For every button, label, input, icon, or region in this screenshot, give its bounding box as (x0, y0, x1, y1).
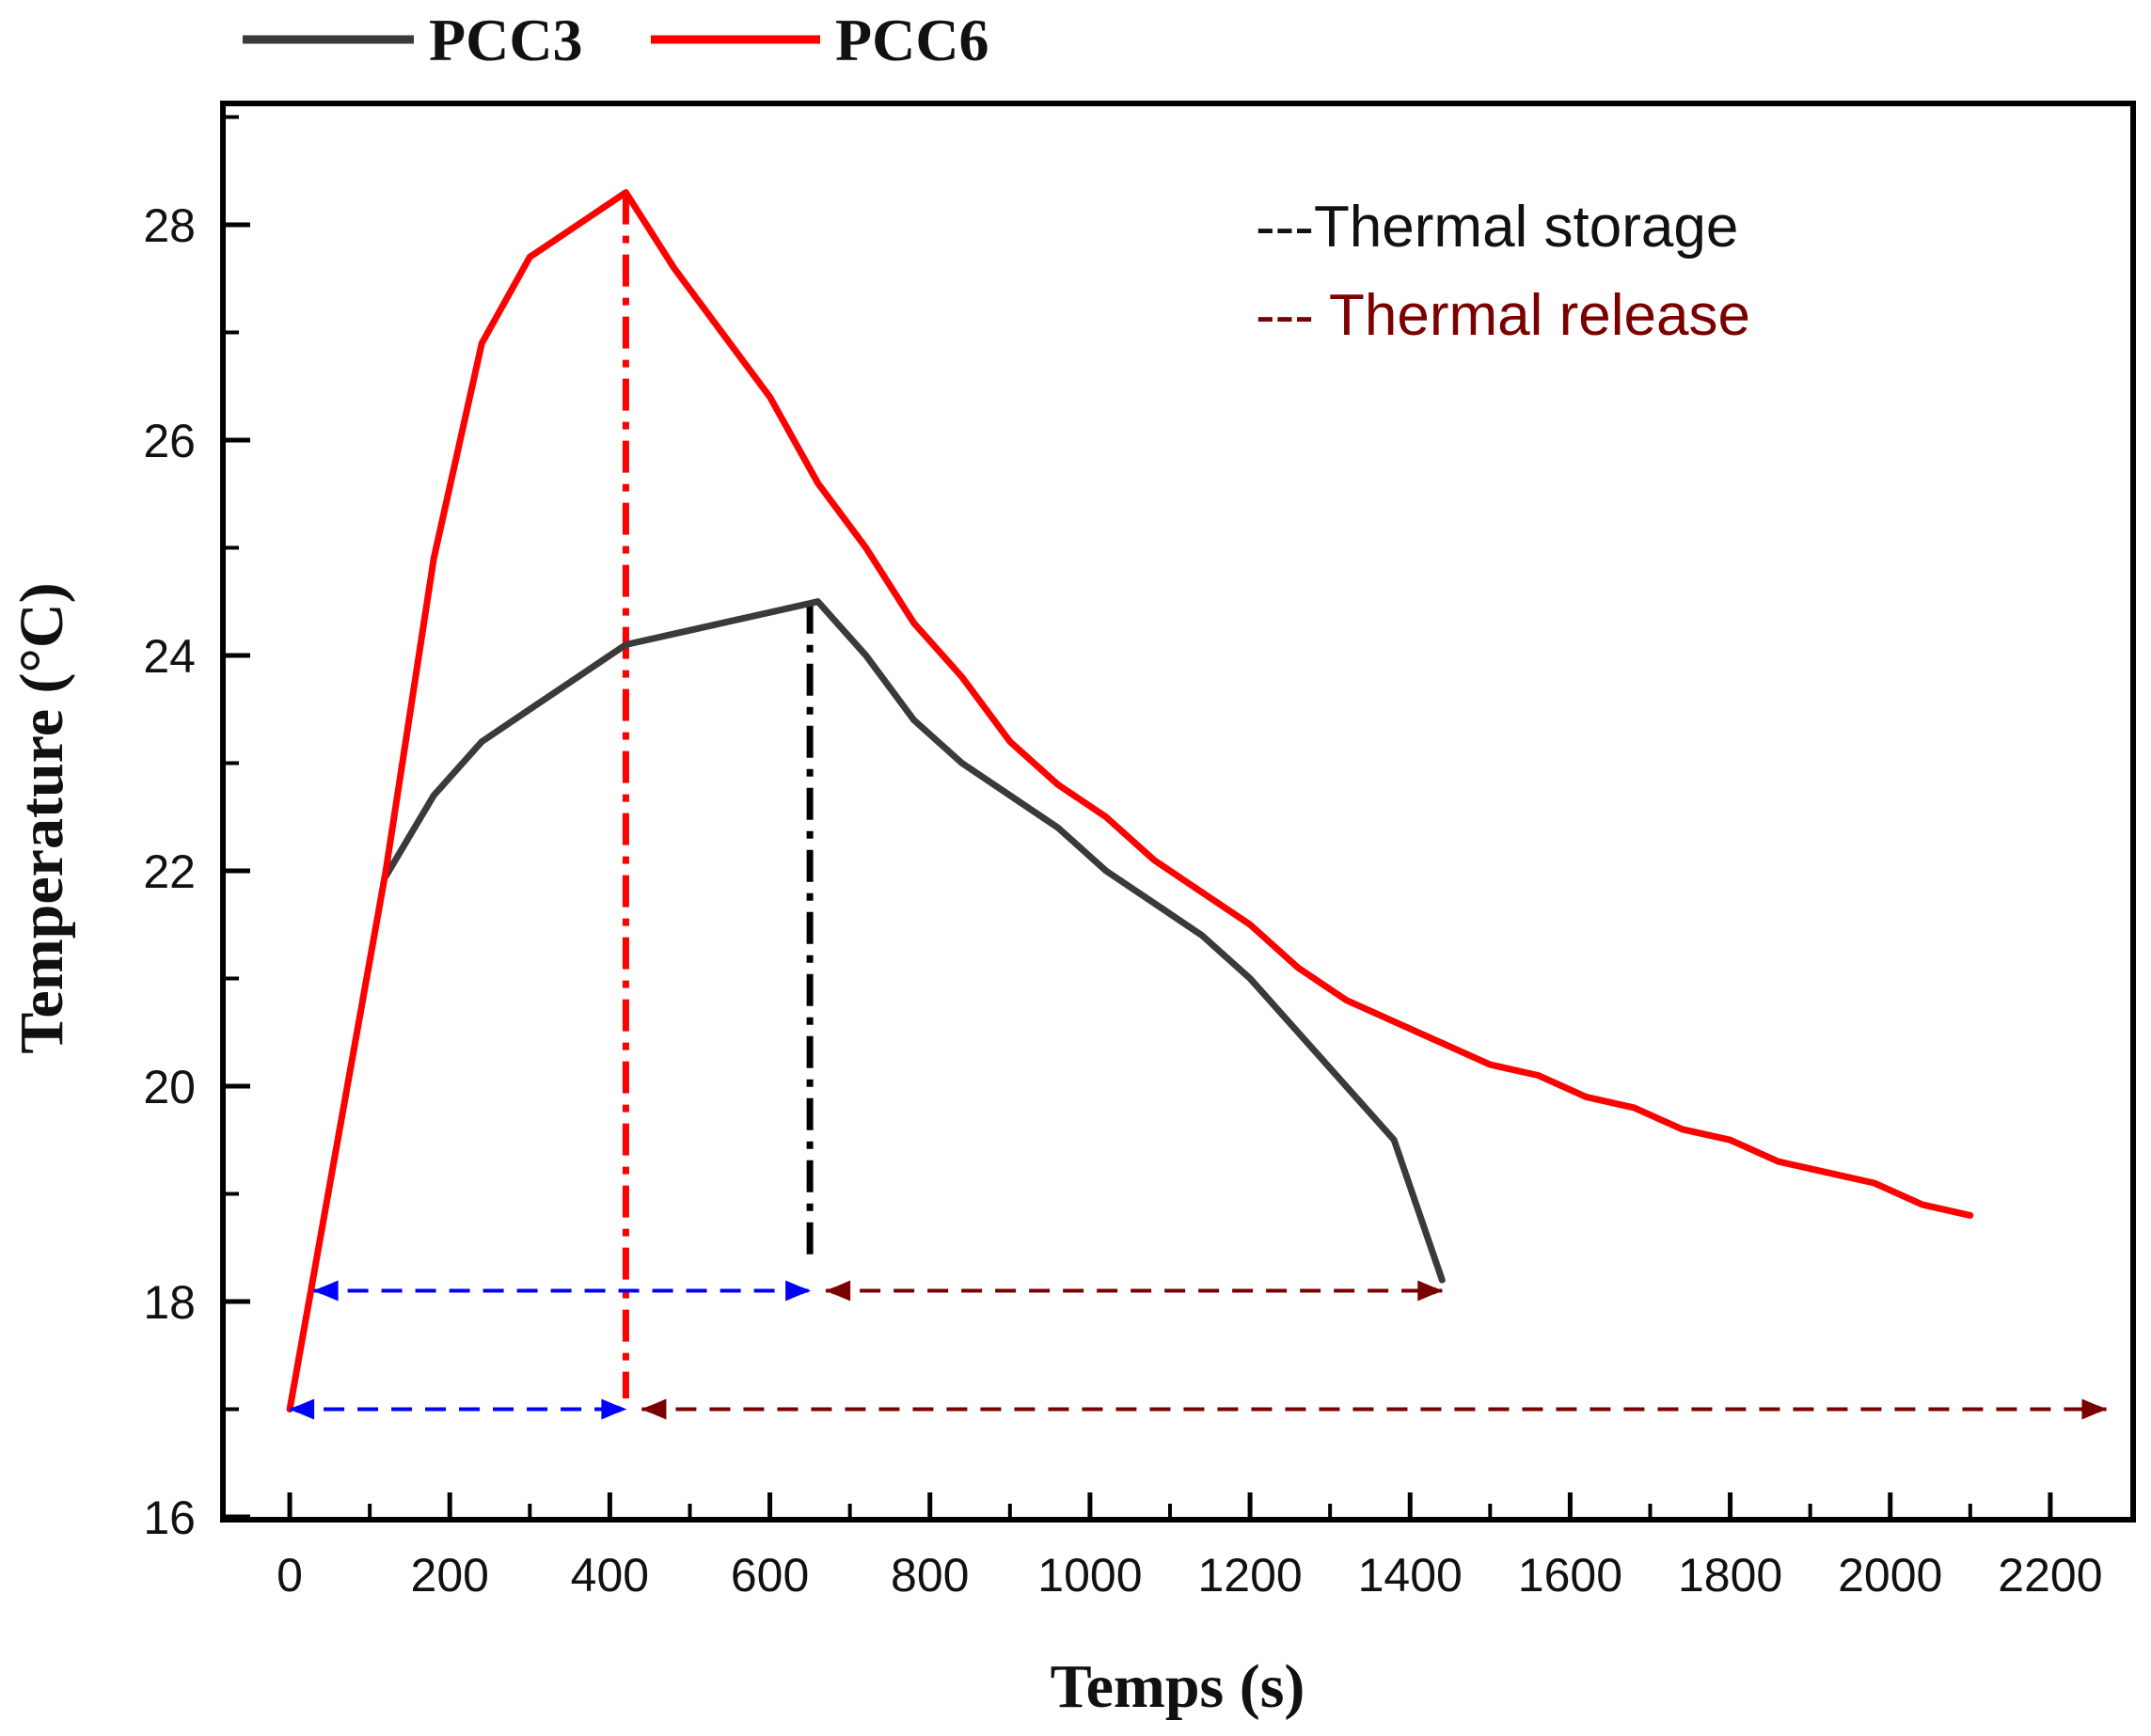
x-tick-label-400: 400 (571, 1549, 649, 1602)
x-tick-label-1800: 1800 (1678, 1549, 1782, 1602)
peak-lines (622, 192, 814, 1399)
x-tick-label-2200: 2200 (1998, 1549, 2102, 1602)
x-tick-label-1400: 1400 (1358, 1549, 1463, 1602)
y-tick-label-28: 28 (143, 199, 196, 252)
arrow-head-start-2 (290, 1398, 315, 1420)
legend-label-pcc3: PCC3 (429, 7, 583, 73)
y-tick-label-24: 24 (143, 630, 196, 683)
y-tick-label-20: 20 (143, 1061, 196, 1113)
x-tick-label-600: 600 (731, 1549, 809, 1602)
legend: PCC3 PCC6 (243, 7, 989, 73)
y-tick-labels: 16 18 20 22 24 26 28 (143, 199, 196, 1544)
series-line-pcc6 (286, 189, 1974, 1412)
x-axis-title: Temps (s) (1051, 1652, 1305, 1721)
x-tick-label-0: 0 (277, 1549, 303, 1602)
annotation-thermal-release: --- Thermal release (1256, 283, 1750, 348)
arrow-head-start-0 (313, 1280, 339, 1302)
y-axis-title: Temperature (°C) (8, 582, 76, 1053)
arrow-head-start-3 (641, 1398, 667, 1420)
y-tick-label-16: 16 (143, 1491, 196, 1544)
x-tick-label-800: 800 (891, 1549, 969, 1602)
arrow-head-end-3 (2081, 1398, 2107, 1420)
series-line-pcc3 (382, 598, 1446, 1284)
arrows (289, 1280, 2108, 1420)
arrow-head-end-0 (785, 1280, 811, 1302)
y-tick-label-22: 22 (143, 845, 196, 898)
x-tick-labels: 0 200 400 600 800 1000 1200 1400 1600 1800 2000 220… (277, 1549, 2102, 1602)
arrow-head-end-2 (601, 1398, 626, 1420)
x-tick-label-200: 200 (411, 1549, 489, 1602)
arrow-head-start-1 (826, 1280, 851, 1302)
y-tick-label-26: 26 (143, 415, 196, 467)
x-tick-label-2000: 2000 (1838, 1549, 1942, 1602)
x-tick-label-1600: 1600 (1518, 1549, 1622, 1602)
legend-label-pcc6: PCC6 (835, 7, 989, 73)
series-lines (286, 189, 1974, 1412)
x-tick-label-1200: 1200 (1197, 1549, 1302, 1602)
x-tick-label-1000: 1000 (1037, 1549, 1142, 1602)
y-tick-label-18: 18 (143, 1276, 196, 1329)
axis-ticks (226, 115, 2053, 1520)
plot-frame (220, 101, 2136, 1523)
arrow-head-end-1 (1417, 1280, 1443, 1302)
annotation-thermal-storage: ---Thermal storage (1256, 195, 1738, 260)
